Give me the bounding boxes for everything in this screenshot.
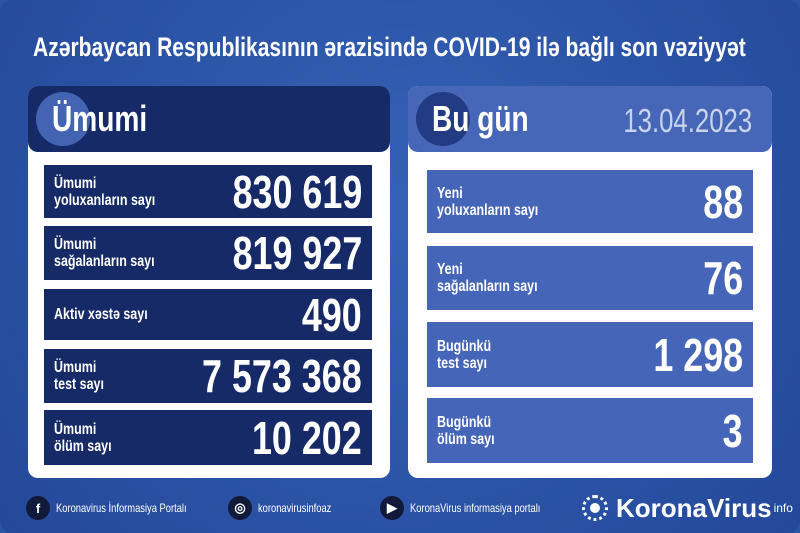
total-header: Ümumi	[28, 86, 390, 152]
stat-row: Ümumi ölüm sayı 10 202	[44, 410, 372, 465]
virus-icon	[416, 92, 470, 146]
stat-row: Aktiv xəstə sayı 490	[44, 289, 372, 341]
total-panel: Ümumi Ümumi yoluxanların sayı 830 619 Ümum…	[28, 86, 390, 478]
today-panel: Bu gün 13.04.2023 Yeni yoluxanların sayı 88…	[408, 86, 772, 478]
page-title: Azərbaycan Respublikasının ərazisində CO…	[33, 32, 746, 62]
instagram-link[interactable]: ◎ koronavirusinfoaz	[228, 496, 358, 520]
stat-row: Bugünkü ölüm sayı 3	[427, 398, 753, 463]
stat-row: Ümumi test sayı 7 573 368	[44, 349, 372, 403]
facebook-link[interactable]: f Koronavirus İnformasiya Portalı	[26, 496, 206, 520]
youtube-icon: ▶	[380, 496, 404, 520]
footer: f Koronavirus İnformasiya Portalı ◎ korona…	[26, 493, 793, 523]
facebook-icon: f	[26, 496, 50, 520]
virus-icon	[36, 92, 90, 146]
stat-row: Ümumi yoluxanların sayı 830 619	[44, 165, 372, 218]
stat-row: Bugünkü test sayı 1 298	[427, 322, 753, 387]
instagram-icon: ◎	[228, 496, 252, 520]
youtube-link[interactable]: ▶ KoronaVirus informasiya portalı	[380, 496, 560, 520]
stat-row: Yeni sağalanların sayı 76	[427, 246, 753, 310]
sun-icon	[582, 495, 608, 521]
date: 13.04.2023	[623, 102, 752, 139]
stat-row: Ümumi sağalanların sayı 819 927	[44, 226, 372, 280]
stat-row: Yeni yoluxanların sayı 88	[427, 170, 753, 233]
today-header: Bu gün 13.04.2023	[408, 86, 772, 152]
koronavirus-logo: KoronaVirus info	[582, 493, 793, 524]
